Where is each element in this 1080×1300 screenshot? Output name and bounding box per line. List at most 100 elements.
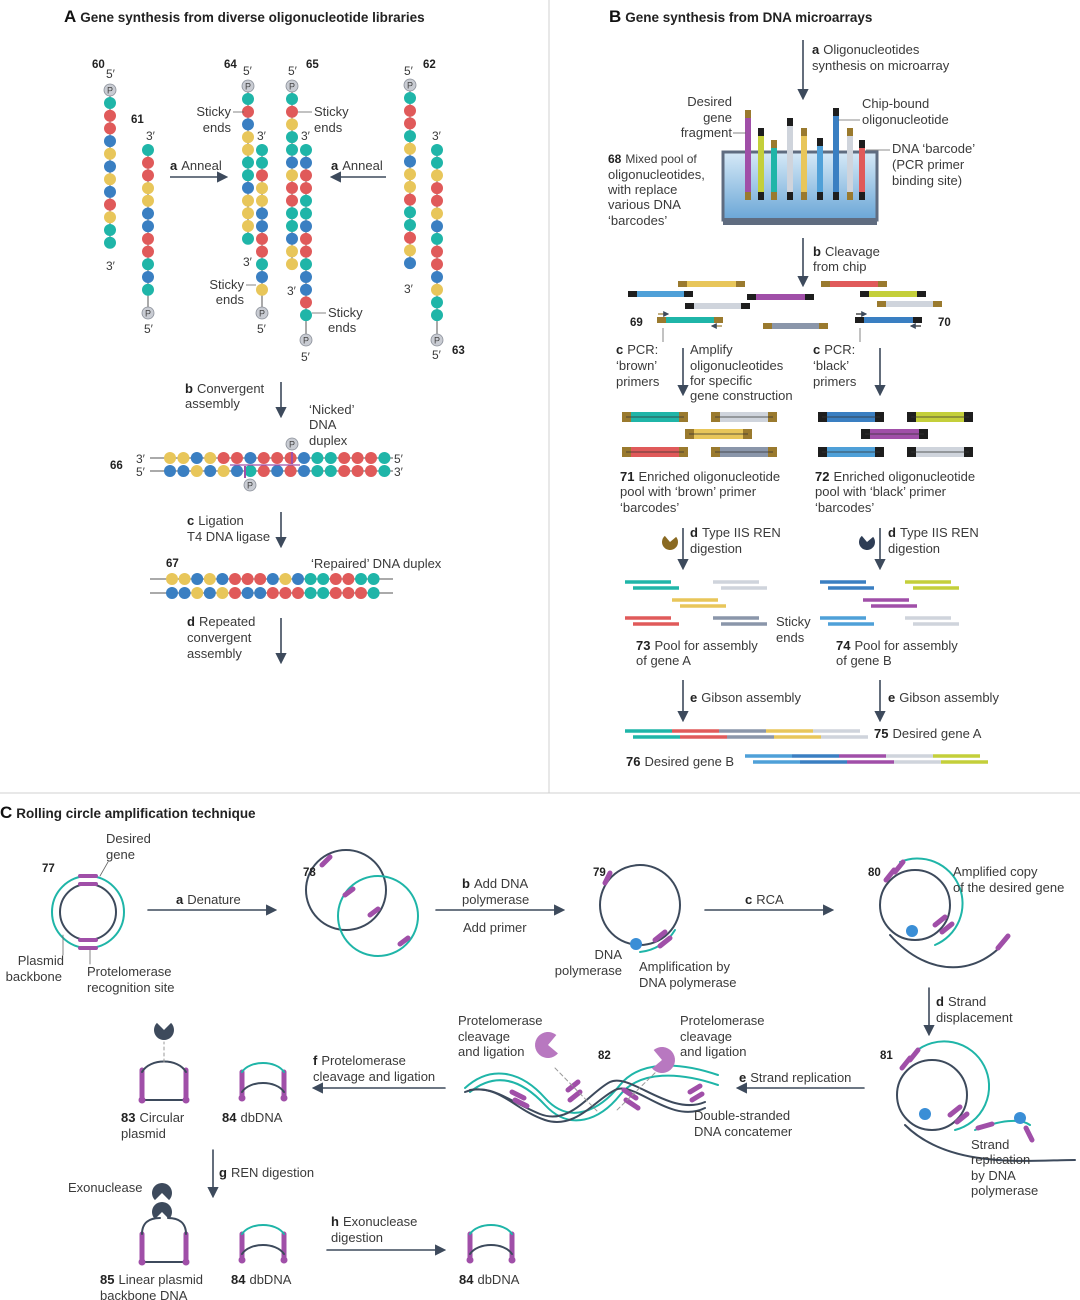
nucleotide-bead — [190, 452, 203, 464]
phosphate-circle — [403, 78, 417, 92]
nucleotide-bead — [431, 271, 443, 283]
end-label: 3′ — [106, 259, 116, 273]
oligo-strips — [622, 281, 988, 764]
convergent-label: b Convergent — [185, 381, 265, 396]
panel-c-title: C Rolling circle amplification technique — [0, 803, 256, 822]
end-label: 5′ — [257, 322, 267, 336]
nucleotide-bead — [431, 232, 443, 245]
oligo-strip — [800, 760, 847, 764]
nucleotide-bead — [317, 587, 330, 599]
barcode-end — [878, 281, 887, 287]
end-label: 3′ — [243, 255, 253, 269]
end-label: 5′ — [136, 465, 146, 479]
oligo-strip — [633, 735, 680, 739]
pcr-brown-label: primers — [616, 374, 660, 389]
chip-bound-label: Chip-bound — [862, 96, 929, 111]
nucleotide-bead — [292, 573, 304, 585]
barcode-end — [847, 192, 853, 200]
oligo-strip — [745, 754, 792, 758]
nucleotide-bead — [304, 573, 317, 585]
pool-74-label: 74 Pool for assembly — [836, 638, 958, 653]
anneal-right-label: a Anneal — [331, 158, 383, 173]
barcode-end — [787, 192, 793, 200]
nucleotide-bead — [266, 587, 279, 599]
nucleotide-bead — [104, 211, 116, 224]
plasmid-backbone-label: Plasmid — [18, 953, 64, 968]
sticky-ends-label: Sticky — [209, 277, 244, 292]
cleavage-label: b Cleavage — [813, 244, 880, 259]
oligo-strip — [821, 735, 868, 739]
phosphate-circle — [103, 83, 117, 97]
nucleotide-bead — [298, 465, 310, 477]
nucleotide-bead — [241, 587, 254, 599]
nucleotide-bead — [203, 573, 216, 585]
oligo-strip — [721, 622, 767, 626]
oligo-strip — [941, 760, 988, 764]
nucleotide-bead — [355, 587, 367, 599]
linear-backbone-label: 85 Linear plasmid — [100, 1272, 203, 1287]
pcr-black-label: ‘black’ — [813, 358, 849, 373]
nucleotide-bead — [142, 194, 154, 207]
nucleotide-bead — [286, 143, 298, 156]
gibson-label-b: e Gibson assembly — [888, 690, 999, 705]
nucleotide-bead — [286, 169, 298, 182]
oligo-strip — [628, 291, 693, 297]
nicked-label: duplex — [309, 433, 348, 448]
nucleotide-bead — [203, 587, 216, 599]
nucleotide-bead — [404, 219, 416, 231]
repeated-label: assembly — [187, 646, 242, 661]
barcode-end — [745, 192, 751, 200]
gene-b-label: 76 Desired gene B — [626, 754, 734, 769]
nucleotide-bead — [300, 207, 312, 220]
amplification-label: Amplification by — [639, 959, 731, 974]
sticky-ends-label: Sticky — [314, 104, 349, 119]
mixed-pool-label: 68 Mixed pool of — [608, 152, 697, 166]
rca-template-79 — [599, 864, 681, 953]
anneal-left-label: a Anneal — [170, 158, 222, 173]
pool-72-label: ‘barcodes’ — [815, 500, 874, 515]
nucleotide-bead — [229, 587, 241, 599]
barcode-end — [678, 281, 687, 287]
oligo-strip — [886, 754, 933, 758]
chip-oligo — [847, 128, 853, 200]
strand-replication-81 — [896, 1040, 1076, 1162]
pool-71-label: 71 Enriched oligonucleotide — [620, 469, 780, 484]
label-60: 60 — [92, 59, 105, 71]
dbdna-label: 84 dbDNA — [222, 1110, 283, 1125]
nucleotide-bead — [300, 182, 312, 195]
nucleotide-bead — [300, 283, 312, 296]
nucleotide-bead — [355, 573, 367, 585]
label-78: 78 — [303, 867, 316, 879]
nucleotide-bead — [300, 220, 312, 233]
nucleotide-bead — [217, 465, 230, 477]
nucleotide-bead — [256, 207, 268, 220]
pool-72-label: 72 Enriched oligonucleotide — [815, 469, 975, 484]
nucleotide-bead — [242, 93, 254, 105]
linear-backbone-label: backbone DNA — [100, 1288, 188, 1300]
nucleotide-bead — [254, 573, 267, 585]
phosphate-label: P — [303, 336, 309, 346]
barcode-end — [763, 323, 772, 329]
end-label: 5′ — [243, 64, 253, 78]
polymerase-label: DNA — [595, 947, 623, 962]
chip-base — [723, 218, 877, 225]
barcode-end — [913, 317, 922, 323]
strand-replication-label: Strand — [971, 1137, 1009, 1152]
panel-b-title: B Gene synthesis from DNA microarrays — [609, 7, 872, 26]
nucleotide-bead — [142, 245, 154, 258]
label-61: 61 — [131, 114, 144, 126]
phosphate-circle — [285, 437, 299, 451]
gene-a-label: 75 Desired gene A — [874, 726, 982, 741]
nucleotide-bead — [190, 465, 203, 477]
barcode-end — [747, 294, 756, 300]
phosphate-circle — [285, 79, 299, 93]
end-label: 5′ — [394, 452, 404, 466]
nucleotide-bead — [279, 587, 292, 599]
nucleotide-bead — [404, 117, 416, 130]
phosphate-label: P — [434, 336, 440, 346]
nucleotide-bead — [242, 169, 254, 182]
nucleotide-bead — [104, 224, 116, 236]
nucleotide-bead — [404, 231, 416, 244]
protelomerase-label-right: Protelomerase — [680, 1013, 765, 1028]
chip-oligo — [771, 140, 777, 200]
